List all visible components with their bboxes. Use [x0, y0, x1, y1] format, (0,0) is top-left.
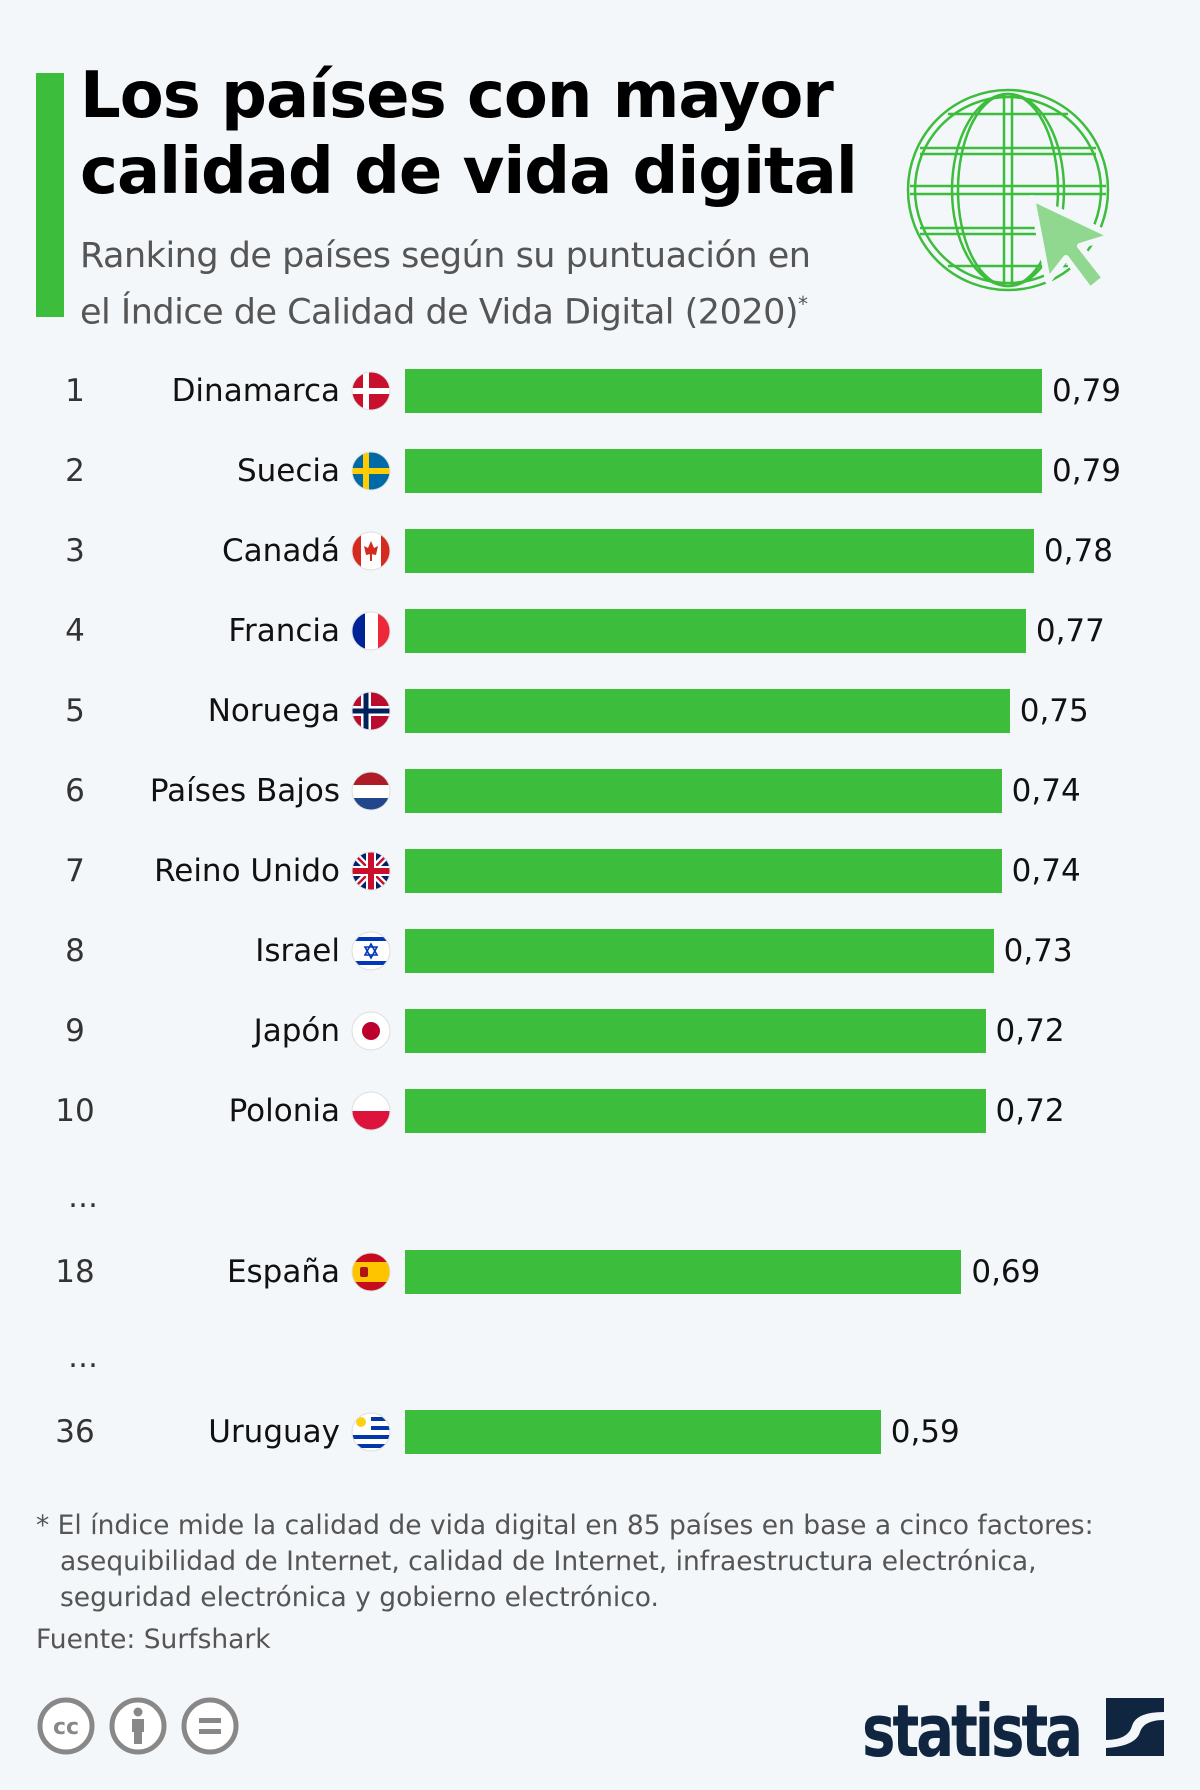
value-label: 0,74	[1011, 853, 1081, 889]
rank-label: 1	[65, 373, 85, 409]
bar-row: 10 Polonia 0,72	[0, 1089, 1200, 1133]
category-label: Uruguay	[208, 1414, 340, 1450]
category-label: Polonia	[228, 1093, 340, 1129]
category-label: Francia	[228, 613, 340, 649]
bar	[405, 1410, 881, 1454]
category-label: Israel	[255, 933, 340, 969]
flag-es-icon	[351, 1252, 391, 1292]
flag-il-icon	[351, 931, 391, 971]
rank-label: 36	[55, 1414, 95, 1450]
svg-text:cc: cc	[53, 1715, 79, 1740]
flag-nl-icon	[351, 771, 391, 811]
bar-row: 8 Israel 0,73	[0, 929, 1200, 973]
rank-label: 4	[65, 613, 85, 649]
flag-uy-icon	[351, 1412, 391, 1452]
rank-label: 10	[55, 1093, 95, 1129]
bar-row: 3 Canadá 0,78	[0, 529, 1200, 573]
value-label: 0,75	[1019, 693, 1089, 729]
flag-jp-icon	[351, 1011, 391, 1051]
bar	[405, 1009, 986, 1053]
bar	[405, 449, 1042, 493]
value-label: 0,72	[995, 1093, 1065, 1129]
bar	[405, 369, 1042, 413]
flag-ca-icon	[351, 531, 391, 571]
gap-ellipsis: …	[68, 1180, 98, 1215]
category-label: Japón	[253, 1013, 340, 1049]
bar-row: 6 Países Bajos 0,74	[0, 769, 1200, 813]
value-label: 0,59	[890, 1414, 960, 1450]
rank-label: 18	[55, 1254, 95, 1290]
value-label: 0,77	[1035, 613, 1105, 649]
flag-se-icon	[351, 451, 391, 491]
bar	[405, 1250, 962, 1294]
gap-ellipsis: …	[68, 1340, 98, 1375]
category-label: Canadá	[222, 533, 340, 569]
bar-row: 18 España 0,69	[0, 1250, 1200, 1294]
bar	[405, 769, 1002, 813]
statista-logo[interactable]: statista	[860, 1690, 1170, 1766]
value-label: 0,73	[1003, 933, 1073, 969]
bar	[405, 529, 1034, 573]
globe-cursor-icon	[906, 88, 1115, 293]
category-label: Noruega	[207, 693, 340, 729]
value-label: 0,79	[1052, 373, 1122, 409]
by-icon[interactable]	[108, 1696, 168, 1756]
bar-row: 36 Uruguay 0,59	[0, 1410, 1200, 1454]
rank-label: 7	[65, 853, 85, 889]
flag-gb-icon	[351, 851, 391, 891]
accent-bar	[36, 73, 64, 317]
chart-subtitle: Ranking de países según su puntuación en…	[80, 236, 811, 333]
value-label: 0,79	[1052, 453, 1122, 489]
flag-dk-icon	[351, 371, 391, 411]
nd-icon[interactable]	[180, 1696, 240, 1756]
footnote: * El índice mide la calidad de vida digi…	[36, 1510, 1094, 1613]
bar	[405, 929, 994, 973]
source: Fuente: Surfshark	[36, 1624, 271, 1655]
rank-label: 6	[65, 773, 85, 809]
rank-label: 3	[65, 533, 85, 569]
bar-row: 2 Suecia 0,79	[0, 449, 1200, 493]
value-label: 0,74	[1011, 773, 1081, 809]
category-label: Países Bajos	[149, 773, 340, 809]
bar-row: 9 Japón 0,72	[0, 1009, 1200, 1053]
bar-row: 1 Dinamarca 0,79	[0, 369, 1200, 413]
cc-icon[interactable]: cc	[36, 1696, 96, 1756]
rank-label: 2	[65, 453, 85, 489]
bar-row: 5 Noruega 0,75	[0, 689, 1200, 733]
bar	[405, 849, 1002, 893]
value-label: 0,69	[971, 1254, 1041, 1290]
value-label: 0,78	[1043, 533, 1113, 569]
category-label: Reino Unido	[154, 853, 340, 889]
bar	[405, 689, 1010, 733]
rank-label: 8	[65, 933, 85, 969]
bar	[405, 609, 1026, 653]
flag-fr-icon	[351, 611, 391, 651]
bar	[405, 1089, 986, 1133]
bar-row: 4 Francia 0,77	[0, 609, 1200, 653]
flag-pl-icon	[351, 1091, 391, 1131]
category-label: Dinamarca	[171, 373, 340, 409]
svg-text:statista: statista	[862, 1690, 1080, 1766]
chart-title: Los países con mayor calidad de vida dig…	[80, 59, 858, 209]
rank-label: 9	[65, 1013, 85, 1049]
rank-label: 5	[65, 693, 85, 729]
category-label: Suecia	[236, 453, 340, 489]
bar-row: 7 Reino Unido 0,74	[0, 849, 1200, 893]
flag-no-icon	[351, 691, 391, 731]
category-label: España	[226, 1254, 340, 1290]
value-label: 0,72	[995, 1013, 1065, 1049]
